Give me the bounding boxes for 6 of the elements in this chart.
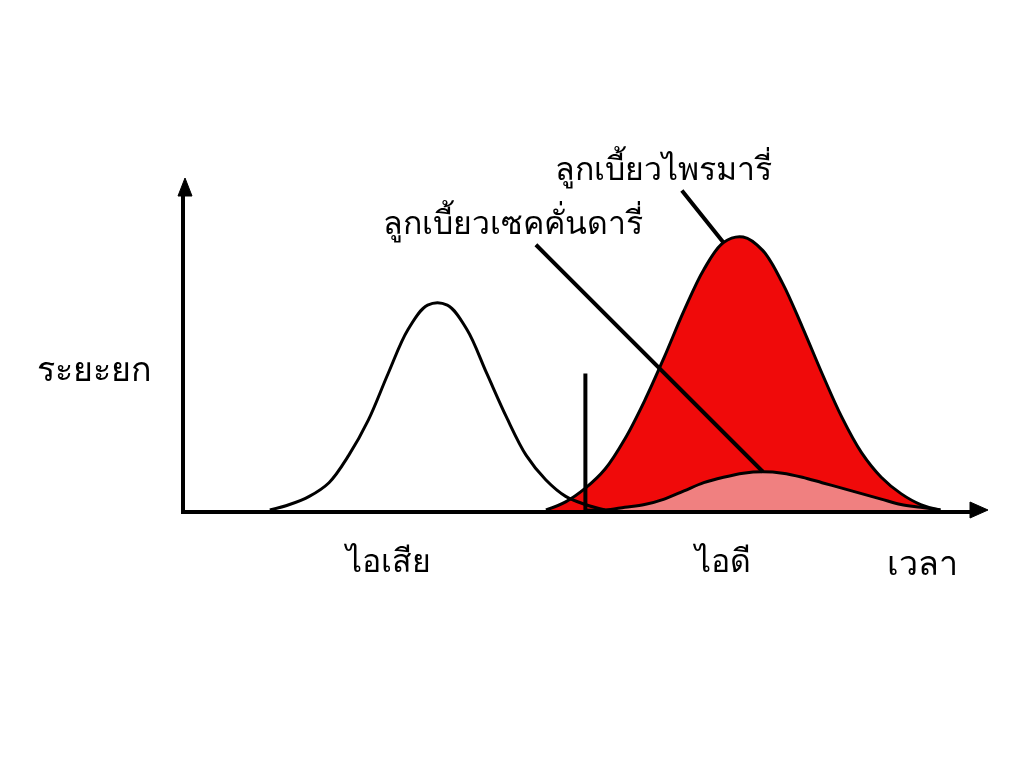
text: ลูกเบี้ยวเซคคั่นดารี่: [383, 200, 643, 243]
x-axis-title: เวลา: [887, 543, 958, 583]
x-tick-label: ไอดี: [692, 542, 752, 581]
series-label: ลูกเบี้ยวไพรมารี่: [555, 146, 772, 189]
y-axis-title: ระยะยก: [37, 349, 152, 389]
x-tick-label: ไอเสีย: [342, 542, 431, 581]
